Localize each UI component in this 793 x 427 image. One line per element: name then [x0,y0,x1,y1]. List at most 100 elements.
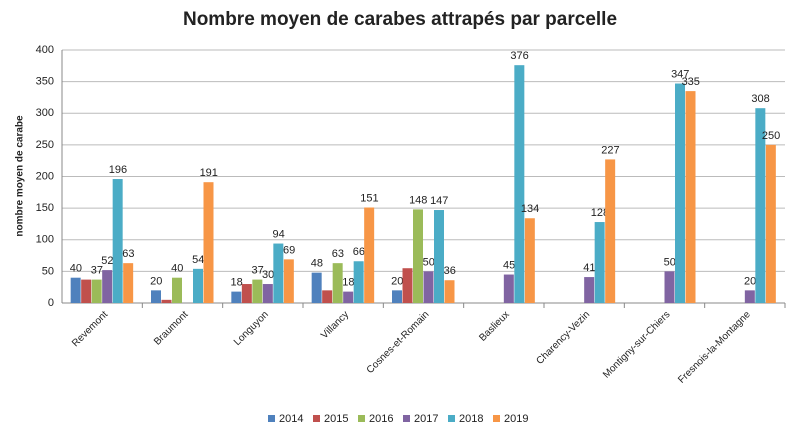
bar [151,290,161,303]
data-label: 148 [409,194,427,206]
legend-swatch [313,415,320,422]
bar [231,291,242,303]
bar [584,277,595,303]
data-label: 308 [751,93,769,105]
data-label: 69 [283,244,295,256]
bar [262,284,273,303]
data-label: 134 [521,203,539,215]
chart-title: Nombre moyen de carabes attrapés par par… [183,9,617,30]
data-label: 45 [503,259,515,271]
y-tick-label: 350 [36,76,54,88]
bar [343,291,354,303]
data-label: 36 [444,265,456,277]
x-tick-label: Montigny-sur-Chiers [601,309,672,380]
bar [444,280,455,303]
bar [744,290,755,303]
bar [413,209,423,303]
data-label: 151 [360,192,378,204]
legend-label: 2014 [279,413,303,425]
data-label: 347 [671,68,689,80]
legend-swatch [358,415,365,422]
data-label: 48 [311,258,323,270]
bar [91,279,102,303]
legend-label: 2015 [324,413,348,425]
bar [423,271,434,303]
x-tick-label: Villancy [319,309,351,341]
data-label: 376 [510,50,528,62]
legend-swatch [448,415,455,422]
bar [755,108,766,303]
bar [81,279,92,303]
y-axis-label: nombre moyen de carabe [15,115,26,237]
data-label: 20 [150,275,162,287]
data-label: 50 [664,256,676,268]
data-label: 20 [391,275,403,287]
x-tick-label: Braumont [152,309,191,348]
data-label: 63 [122,248,134,260]
data-label: 40 [171,263,183,275]
bar [112,179,123,303]
bar [172,277,182,303]
data-label: 20 [744,275,756,287]
data-label: 94 [272,228,284,240]
data-label: 227 [601,144,619,156]
bar [203,182,214,303]
data-label: 18 [230,277,242,289]
bar [353,261,364,303]
bar [392,290,402,303]
x-tick-label: Baslieux [477,309,512,344]
y-tick-label: 50 [42,265,54,277]
data-label: 18 [342,277,354,289]
legend-label: 2017 [414,413,438,425]
data-label: 52 [101,255,113,267]
bar [434,210,444,303]
bar [675,83,685,304]
bar [322,290,333,303]
bar [241,284,252,303]
bar [311,272,322,303]
data-label: 63 [332,248,344,260]
bar [102,270,113,303]
y-tick-label: 250 [36,139,54,151]
bar [605,159,616,303]
data-label: 41 [583,262,595,274]
bar [193,268,203,303]
data-label: 196 [109,164,127,176]
bar [70,277,81,303]
data-label: 191 [200,167,218,179]
bar [252,279,263,303]
y-tick-label: 100 [36,234,54,246]
data-label: 147 [430,195,448,207]
bar [402,268,413,303]
data-label: 335 [682,76,700,88]
x-tick-label: Revemont [70,309,110,349]
legend-label: 2019 [504,413,528,425]
x-tick-label: Charency-Vezin [534,309,592,367]
data-label: 66 [353,246,365,258]
bar [765,144,776,303]
data-label: 250 [762,130,780,142]
data-label: 40 [70,263,82,275]
data-label: 50 [423,256,435,268]
legend-swatch [493,415,500,422]
y-tick-label: 200 [36,170,54,182]
bar [503,274,514,303]
y-tick-label: 0 [48,297,54,309]
bar [664,271,675,303]
bar [161,299,172,303]
legend-label: 2018 [459,413,483,425]
legend-swatch [268,415,275,422]
bar [524,218,535,303]
bar [514,65,525,304]
x-tick-label: Cosnes-et-Romain [365,309,432,376]
bar [123,263,134,303]
data-label: 54 [192,254,204,266]
y-tick-label: 150 [36,202,54,214]
bar [283,259,294,303]
data-label: 30 [262,269,274,281]
y-tick-label: 300 [36,107,54,119]
bar [332,263,343,303]
data-label: 37 [91,265,103,277]
x-tick-label: Longuyon [232,309,271,348]
